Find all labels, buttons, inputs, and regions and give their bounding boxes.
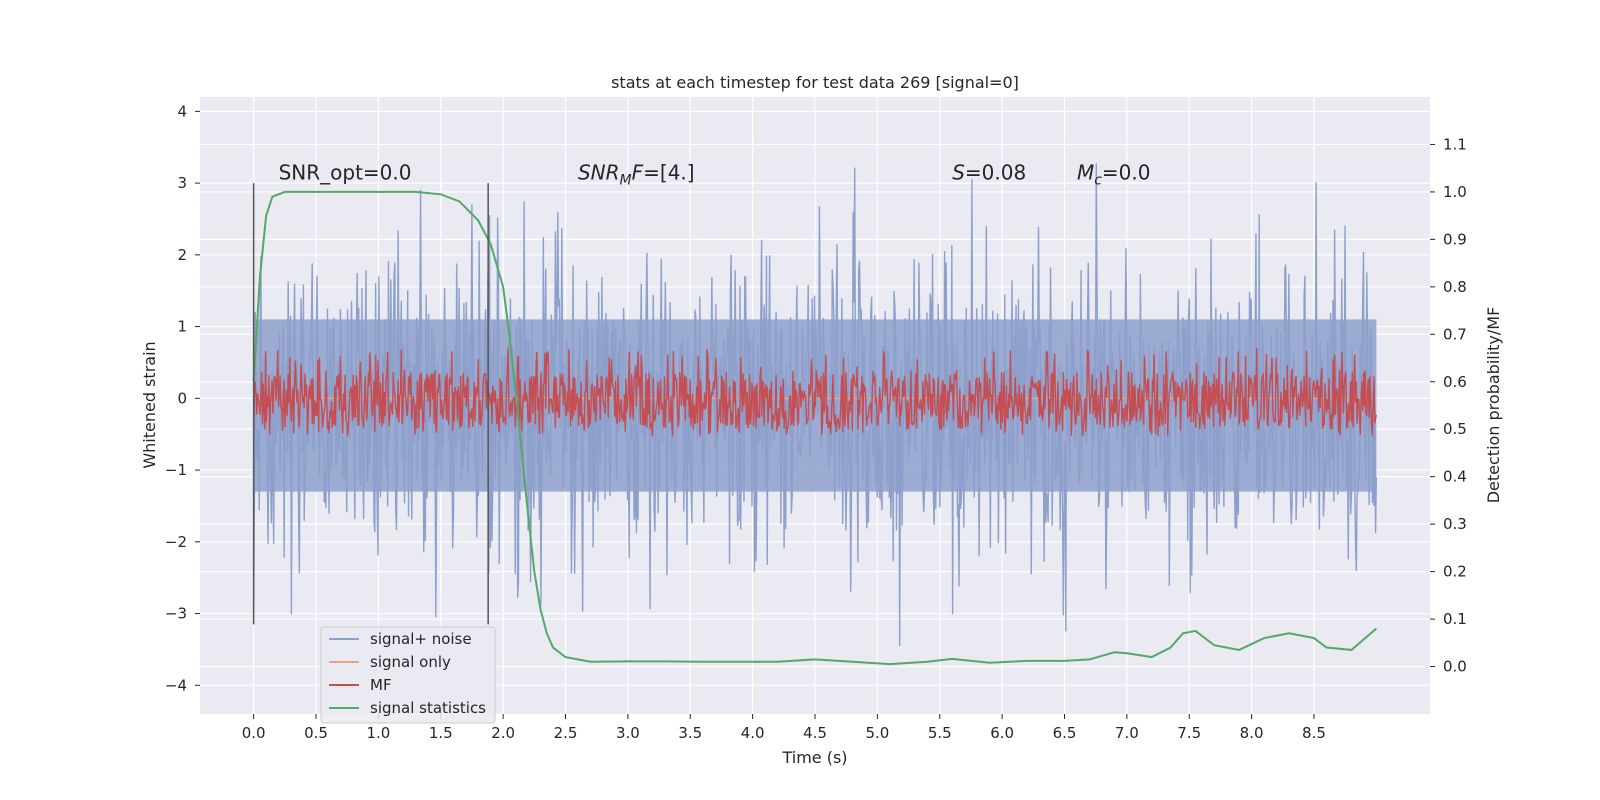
x-tick-label-10: 5.0 xyxy=(865,724,889,742)
y2-tick-label-0: 1.1 xyxy=(1443,135,1467,153)
y-axis-label: Whitened strain xyxy=(140,341,159,468)
x-tick-label-7: 3.5 xyxy=(678,724,702,742)
legend-label-mf: MF xyxy=(370,676,392,694)
y2-tick-label-4: 0.7 xyxy=(1443,325,1467,343)
x-tick-label-13: 6.5 xyxy=(1053,724,1077,742)
y2-tick-label-9: 0.2 xyxy=(1443,563,1467,581)
y-tick-label-3: 1 xyxy=(177,318,187,336)
x-tick-label-14: 7.0 xyxy=(1115,724,1139,742)
y2-tick-label-10: 0.1 xyxy=(1443,610,1467,628)
x-axis-label: Time (s) xyxy=(781,748,847,767)
x-tick-label-2: 1.0 xyxy=(366,724,390,742)
y2-tick-label-3: 0.8 xyxy=(1443,278,1467,296)
y-tick-label-8: −4 xyxy=(165,676,187,694)
y-axis-ticks: 4 3 2 1 0 −1 −2 −3 −4 xyxy=(165,102,200,694)
x-axis-ticks: 0.0 0.5 1.0 1.5 2.0 2.5 3.0 3.5 4.0 4.5 5.0 5.5 6.0 6… xyxy=(242,714,1326,742)
legend: signal+ noise signal only MF signal stat… xyxy=(320,626,496,724)
x-tick-label-12: 6.0 xyxy=(990,724,1014,742)
legend-label-signal-noise: signal+ noise xyxy=(370,630,472,648)
y2-tick-label-7: 0.4 xyxy=(1443,468,1467,486)
legend-box xyxy=(320,626,496,724)
x-tick-label-9: 4.5 xyxy=(803,724,827,742)
x-tick-label-17: 8.5 xyxy=(1302,724,1326,742)
x-tick-label-3: 1.5 xyxy=(429,724,453,742)
y-tick-label-1: 3 xyxy=(177,174,187,192)
y2-tick-label-1: 1.0 xyxy=(1443,183,1467,201)
annot-mc-symbol: M xyxy=(1077,161,1094,185)
y2-axis-ticks: 1.1 1.0 0.9 0.8 0.7 0.6 0.5 0.4 0.3 0.2 0.1 0.0 xyxy=(1430,135,1467,676)
chart-title: stats at each timestep for test data 269… xyxy=(611,73,1019,92)
y2-tick-label-2: 0.9 xyxy=(1443,230,1467,248)
annot-mc-value: =0.0 xyxy=(1102,161,1151,185)
annotations: SNR_opt=0.0 SNRMF=[4.] S=0.08 Mc=0.0 xyxy=(279,161,1151,189)
mf-line xyxy=(252,348,1378,437)
annot-mc-sub: c xyxy=(1094,173,1102,189)
x-tick-label-4: 2.0 xyxy=(491,724,515,742)
y2-tick-label-6: 0.5 xyxy=(1443,420,1467,438)
x-tick-label-6: 3.0 xyxy=(616,724,640,742)
y-tick-label-5: −1 xyxy=(165,461,187,479)
y-tick-label-2: 2 xyxy=(177,246,187,264)
annot-snr-f: F xyxy=(632,161,644,185)
series-signal-statistics xyxy=(252,190,1378,666)
annot-s-value: =0.08 xyxy=(965,161,1026,185)
y2-tick-label-11: 0.0 xyxy=(1443,658,1467,676)
x-tick-label-11: 5.5 xyxy=(928,724,952,742)
y-tick-label-4: 0 xyxy=(177,389,187,407)
annot-snr-sub: M xyxy=(620,173,632,189)
x-tick-label-0: 0.0 xyxy=(242,724,266,742)
y2-tick-label-5: 0.6 xyxy=(1443,373,1467,391)
annotation-mc: Mc=0.0 xyxy=(1077,161,1151,189)
legend-label-signal-statistics: signal statistics xyxy=(370,699,486,717)
annotation-snr-mf: SNRMF=[4.] xyxy=(578,161,695,189)
annot-snr-main: SNR xyxy=(578,161,620,185)
annot-s-symbol: S xyxy=(952,161,965,185)
annotation-snr-opt: SNR_opt=0.0 xyxy=(279,161,412,185)
signal-statistics-line xyxy=(252,190,1378,666)
annotation-s: S=0.08 xyxy=(952,161,1026,185)
y2-tick-label-8: 0.3 xyxy=(1443,515,1467,533)
vertical-markers xyxy=(252,183,489,625)
x-tick-label-8: 4.0 xyxy=(741,724,765,742)
x-tick-label-5: 2.5 xyxy=(554,724,578,742)
series-mf xyxy=(252,348,1378,437)
x-tick-label-16: 8.0 xyxy=(1240,724,1264,742)
annot-snr-value: =[4.] xyxy=(643,161,694,185)
y-tick-label-7: −3 xyxy=(165,605,187,623)
x-tick-label-1: 0.5 xyxy=(304,724,328,742)
y-tick-label-6: −2 xyxy=(165,533,187,551)
legend-label-signal-only: signal only xyxy=(370,653,451,671)
x-tick-label-15: 7.5 xyxy=(1177,724,1201,742)
y-tick-label-0: 4 xyxy=(177,102,187,120)
y2-axis-label: Detection probability/MF xyxy=(1484,307,1503,504)
